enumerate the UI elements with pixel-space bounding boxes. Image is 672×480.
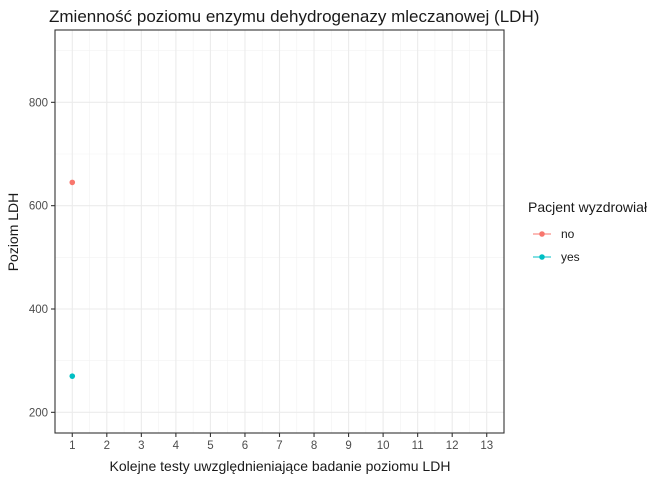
- y-tick-label: 400: [29, 304, 48, 316]
- legend-key-point-no: [539, 231, 545, 237]
- y-axis-title: Poziom LDH: [5, 193, 21, 272]
- legend: Pacjent wyzdrowiał no yes: [528, 199, 648, 264]
- data-point-no: [69, 179, 76, 186]
- x-tick-label: 3: [138, 440, 144, 452]
- x-tick-label: 8: [311, 440, 317, 452]
- x-tick-label: 10: [377, 440, 390, 452]
- y-tick-label: 600: [29, 201, 48, 213]
- x-tick-label: 5: [207, 440, 213, 452]
- chart-title: Zmienność poziomu enzymu dehydrogenazy m…: [49, 7, 539, 26]
- x-tick-label: 13: [480, 440, 493, 452]
- x-tick-label: 2: [104, 440, 110, 452]
- x-axis-title: Kolejne testy uwzględnieniające badanie …: [110, 458, 451, 474]
- legend-title: Pacjent wyzdrowiał: [528, 199, 648, 215]
- x-tick-label: 7: [276, 440, 282, 452]
- data-point-yes: [69, 373, 76, 379]
- x-tick-label: 11: [412, 440, 424, 452]
- y-tick-label: 200: [29, 407, 48, 419]
- x-tick-label: 1: [69, 440, 75, 452]
- legend-label-no: no: [561, 227, 575, 241]
- legend-key-point-yes: [539, 254, 545, 260]
- x-tick-label: 4: [173, 440, 180, 452]
- legend-label-yes: yes: [561, 250, 580, 264]
- x-tick-label: 6: [242, 440, 248, 452]
- x-tick-label: 9: [345, 440, 351, 452]
- y-tick-label: 800: [29, 97, 48, 109]
- x-tick-label: 12: [446, 440, 459, 452]
